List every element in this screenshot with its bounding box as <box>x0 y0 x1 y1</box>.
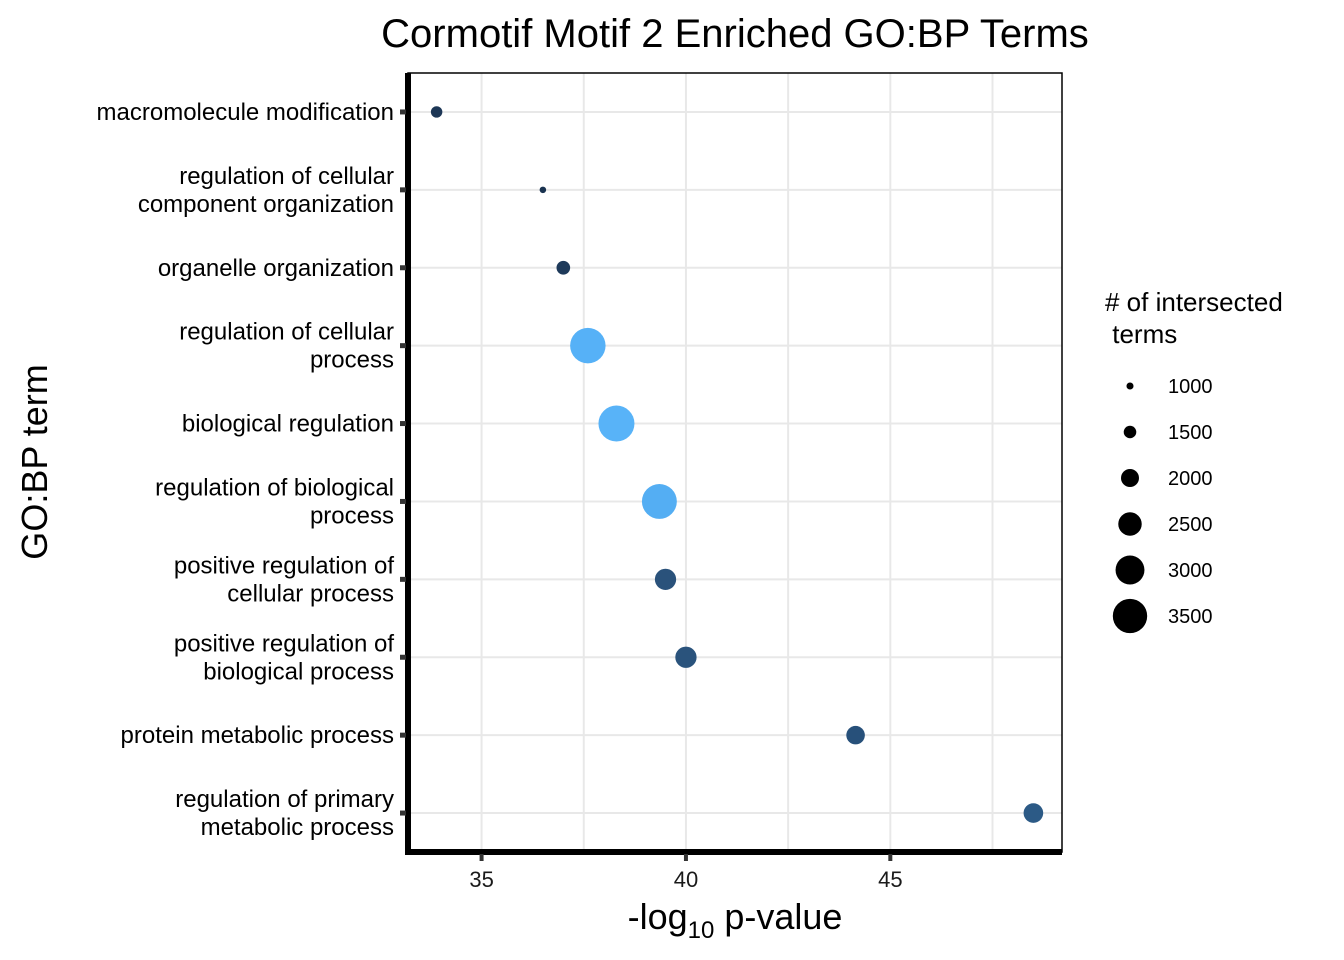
legend-label: 2500 <box>1168 514 1213 536</box>
y-tick-label: regulation of biological process <box>155 474 394 529</box>
x-tick-labels: 35 40 45 <box>469 854 903 892</box>
data-points <box>430 106 1044 823</box>
data-point <box>539 186 547 194</box>
y-tick-label: positive regulation of biological process <box>174 630 394 685</box>
size-legend: # of intersected terms 1000 1500 2000 2500 3… <box>1105 287 1283 634</box>
legend-key <box>1115 555 1145 585</box>
legend-label: 2000 <box>1168 468 1213 490</box>
x-tick-label: 35 <box>469 867 493 892</box>
y-tick-label: positive regulation of cellular process <box>174 552 394 607</box>
legend-key <box>1118 512 1142 536</box>
y-tick-label: protein metabolic process <box>121 722 394 749</box>
data-point <box>654 568 677 590</box>
y-tick-labels: macromolecule modification regulation of … <box>97 99 406 841</box>
y-tick-label: macromolecule modification <box>97 99 394 126</box>
data-point <box>675 646 697 668</box>
data-point <box>598 405 635 442</box>
legend-label: 3500 <box>1168 606 1213 628</box>
x-tick-label: 45 <box>878 867 902 892</box>
legend-label: 1000 <box>1168 376 1213 398</box>
data-point <box>846 725 865 745</box>
data-point <box>556 260 571 275</box>
y-tick-label: regulation of cellular component organiza… <box>138 163 394 218</box>
x-axis-label: -log10 p-value <box>628 896 843 944</box>
legend-label: 1500 <box>1168 422 1213 444</box>
y-tick-label: biological regulation <box>182 411 394 438</box>
y-axis-label: GO:BP term <box>14 364 55 559</box>
legend-key <box>1126 382 1134 390</box>
legend-title: # of intersected terms <box>1105 287 1283 349</box>
y-tick-label: regulation of cellular process <box>179 319 394 374</box>
plot-panel <box>408 73 1062 852</box>
x-tick-label: 40 <box>674 867 698 892</box>
grid-lines <box>408 73 1062 852</box>
y-tick-label: organelle organization <box>158 255 394 282</box>
chart-title: Cormotif Motif 2 Enriched GO:BP Terms <box>381 12 1089 56</box>
legend-label: 3000 <box>1168 560 1213 582</box>
legend-key <box>1112 598 1148 634</box>
axes <box>405 72 1063 855</box>
legend-key <box>1123 425 1137 439</box>
data-point <box>430 106 443 118</box>
data-point <box>570 327 606 364</box>
data-point <box>1023 803 1044 823</box>
legend-key <box>1121 469 1139 487</box>
data-point <box>641 483 677 519</box>
y-tick-label: regulation of primary metabolic process <box>175 786 394 841</box>
